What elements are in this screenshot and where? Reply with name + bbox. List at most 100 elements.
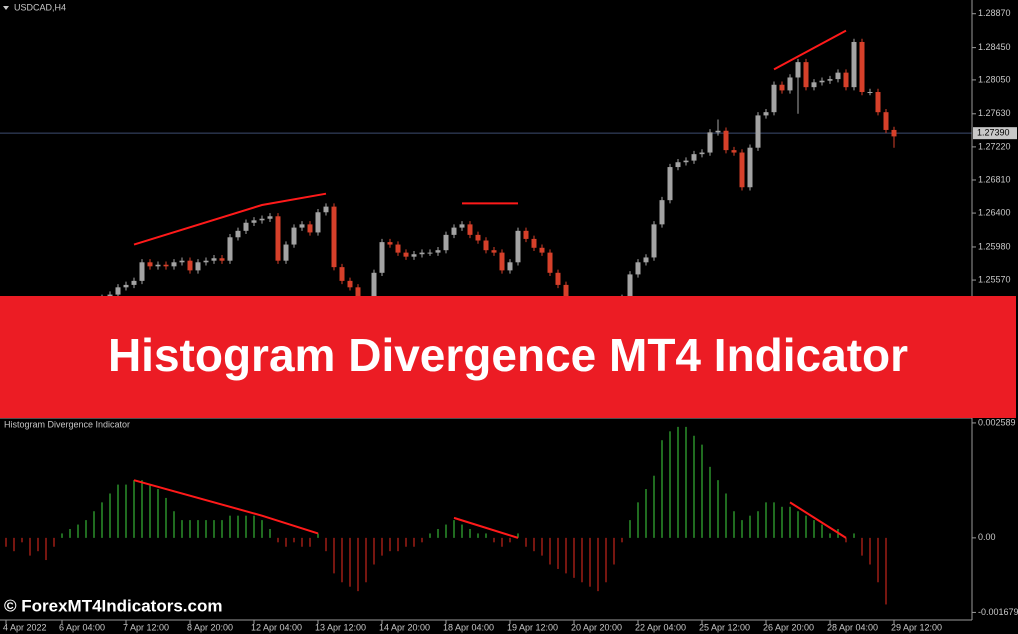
- x-tick-label: 12 Apr 04:00: [251, 622, 302, 632]
- candle-body: [627, 274, 633, 298]
- candle-body: [779, 84, 785, 91]
- candle-body: [443, 234, 449, 251]
- candle-body: [339, 267, 345, 281]
- candle-body: [243, 222, 249, 231]
- y-tick-label: 1.25980: [978, 241, 1011, 251]
- candle-body: [275, 216, 281, 261]
- candle-body: [403, 252, 409, 257]
- candle-body: [731, 150, 737, 153]
- x-tick-label: 18 Apr 04:00: [443, 622, 494, 632]
- pane-title: USDCAD,H4: [14, 2, 66, 12]
- candle-body: [427, 252, 433, 254]
- indicator-title: Histogram Divergence Indicator: [4, 419, 130, 429]
- candle-body: [387, 242, 393, 245]
- candle-body: [307, 224, 313, 233]
- pane-menu-icon: [3, 6, 9, 10]
- candle-body: [411, 254, 417, 257]
- candle-body: [211, 258, 217, 261]
- candle-body: [515, 230, 521, 263]
- candle-body: [811, 82, 817, 88]
- candle-body: [467, 224, 473, 235]
- candle-body: [827, 79, 833, 81]
- candle-body: [155, 264, 161, 267]
- y-tick-label: 1.28870: [978, 8, 1011, 18]
- candle-body: [331, 206, 337, 268]
- y-tick-label: 1.25570: [978, 274, 1011, 284]
- candle-body: [123, 284, 129, 288]
- candle-body: [187, 260, 193, 271]
- candle-body: [371, 272, 377, 303]
- current-price-label: 1.27390: [977, 128, 1010, 138]
- candle-body: [651, 224, 657, 258]
- candle-body: [547, 252, 553, 273]
- candle-body: [379, 242, 385, 273]
- x-tick-label: 22 Apr 04:00: [635, 622, 686, 632]
- x-tick-label: 8 Apr 20:00: [187, 622, 233, 632]
- candle-body: [259, 218, 265, 221]
- candle-body: [539, 247, 545, 253]
- candle-body: [787, 77, 793, 91]
- candle-body: [635, 262, 641, 275]
- candle-body: [203, 260, 209, 263]
- x-tick-label: 19 Apr 12:00: [507, 622, 558, 632]
- y-tick-label: 1.28050: [978, 74, 1011, 84]
- banner-title: Histogram Divergence MT4 Indicator: [108, 329, 908, 381]
- candle-body: [675, 162, 681, 168]
- candle-body: [891, 129, 897, 137]
- y-tick-label: 1.26810: [978, 174, 1011, 184]
- candle-body: [491, 250, 497, 253]
- candle-body: [475, 234, 481, 241]
- candle-body: [395, 244, 401, 253]
- y-tick-label: 0.002589: [978, 417, 1016, 427]
- candle-body: [171, 262, 177, 267]
- candle-body: [267, 216, 273, 219]
- watermark: © ForexMT4Indicators.com: [4, 596, 222, 615]
- x-tick-label: 14 Apr 20:00: [379, 622, 430, 632]
- candle-body: [195, 262, 201, 271]
- candle-body: [163, 264, 169, 267]
- candle-body: [747, 147, 753, 188]
- candle-body: [355, 287, 361, 301]
- candle-body: [291, 227, 297, 245]
- candle-body: [115, 287, 121, 295]
- candle-body: [859, 41, 865, 93]
- y-tick-label: 1.27630: [978, 108, 1011, 118]
- candle-body: [435, 250, 441, 253]
- candle-body: [771, 84, 777, 113]
- y-tick-label: 1.26400: [978, 207, 1011, 217]
- candle-body: [555, 272, 561, 285]
- candle-body: [131, 280, 137, 285]
- candle-body: [683, 160, 689, 163]
- candle-body: [707, 132, 713, 153]
- banner: [0, 296, 1016, 418]
- candle-body: [835, 72, 841, 80]
- candle-body: [219, 258, 225, 261]
- x-tick-label: 4 Apr 2022: [3, 622, 47, 632]
- x-tick-label: 29 Apr 12:00: [891, 622, 942, 632]
- candle-body: [867, 92, 873, 94]
- divergence-line: [453, 516, 519, 539]
- candle-body: [803, 62, 809, 88]
- candle-body: [851, 41, 857, 88]
- candle-body: [299, 224, 305, 228]
- candle-body: [419, 252, 425, 255]
- candle-body: [883, 112, 889, 130]
- candle-body: [499, 252, 505, 271]
- candle-body: [667, 167, 673, 201]
- candle-body: [507, 262, 513, 271]
- x-tick-label: 26 Apr 20:00: [763, 622, 814, 632]
- divergence-line: [773, 29, 847, 71]
- y-tick-label: 0.00: [978, 532, 996, 542]
- candle-body: [563, 284, 569, 303]
- candle-body: [739, 152, 745, 188]
- divergence-line: [133, 479, 319, 535]
- candle-body: [227, 237, 233, 261]
- candle-body: [315, 212, 321, 233]
- candle-body: [755, 115, 761, 148]
- candle-body: [235, 230, 241, 238]
- candle-body: [659, 200, 665, 225]
- candle-body: [763, 112, 769, 116]
- candle-body: [139, 262, 145, 281]
- candle-body: [643, 257, 649, 263]
